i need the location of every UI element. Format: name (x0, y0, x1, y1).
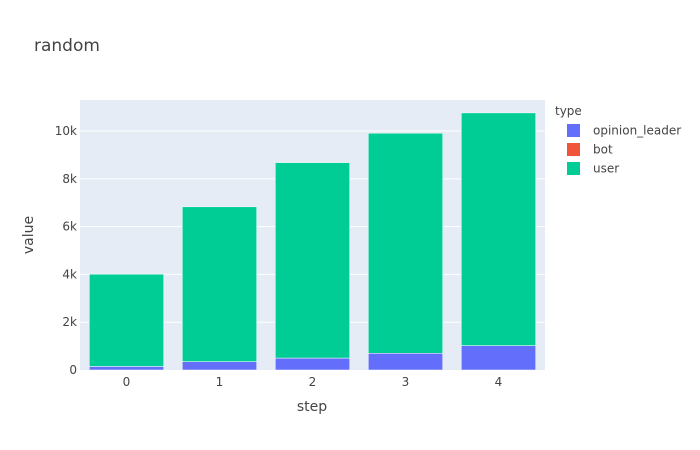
bar-user[interactable] (89, 273, 164, 367)
x-tick-label: 2 (309, 375, 317, 389)
x-tick-label: 0 (123, 375, 131, 389)
y-axis-ticks: 0 2k 4k 6k 8k 10k (55, 124, 77, 377)
legend-entry[interactable]: bot (593, 143, 613, 157)
legend-title: type (555, 104, 582, 118)
x-tick-label: 1 (216, 375, 224, 389)
x-axis-ticks: 0 1 2 3 4 (123, 375, 503, 389)
legend-entry[interactable]: user (593, 162, 619, 176)
bars (89, 112, 536, 371)
bar-user[interactable] (182, 206, 257, 362)
legend-swatch[interactable] (567, 124, 580, 137)
legend-swatch[interactable] (567, 162, 580, 175)
y-tick-label: 4k (62, 267, 77, 281)
y-axis-label: value (21, 216, 37, 254)
bar-opinion-leader[interactable] (182, 361, 257, 371)
y-tick-label: 8k (62, 172, 77, 186)
bar-opinion-leader[interactable] (461, 345, 536, 371)
bar-user[interactable] (275, 162, 350, 359)
bar-opinion-leader[interactable] (368, 353, 443, 371)
y-tick-label: 6k (62, 220, 77, 234)
bar-opinion-leader[interactable] (89, 366, 164, 371)
y-tick-label: 0 (69, 363, 77, 377)
x-axis-label: step (297, 399, 327, 415)
y-tick-label: 2k (62, 315, 77, 329)
bar-opinion-leader[interactable] (275, 357, 350, 371)
bar-user[interactable] (461, 112, 536, 346)
x-tick-label: 4 (495, 375, 503, 389)
y-tick-label: 10k (55, 124, 77, 138)
legend-entry[interactable]: opinion_leader (593, 124, 681, 138)
chart-title: random (34, 36, 100, 56)
bar-user[interactable] (368, 132, 443, 354)
legend-swatch[interactable] (567, 143, 580, 156)
x-tick-label: 3 (402, 375, 410, 389)
